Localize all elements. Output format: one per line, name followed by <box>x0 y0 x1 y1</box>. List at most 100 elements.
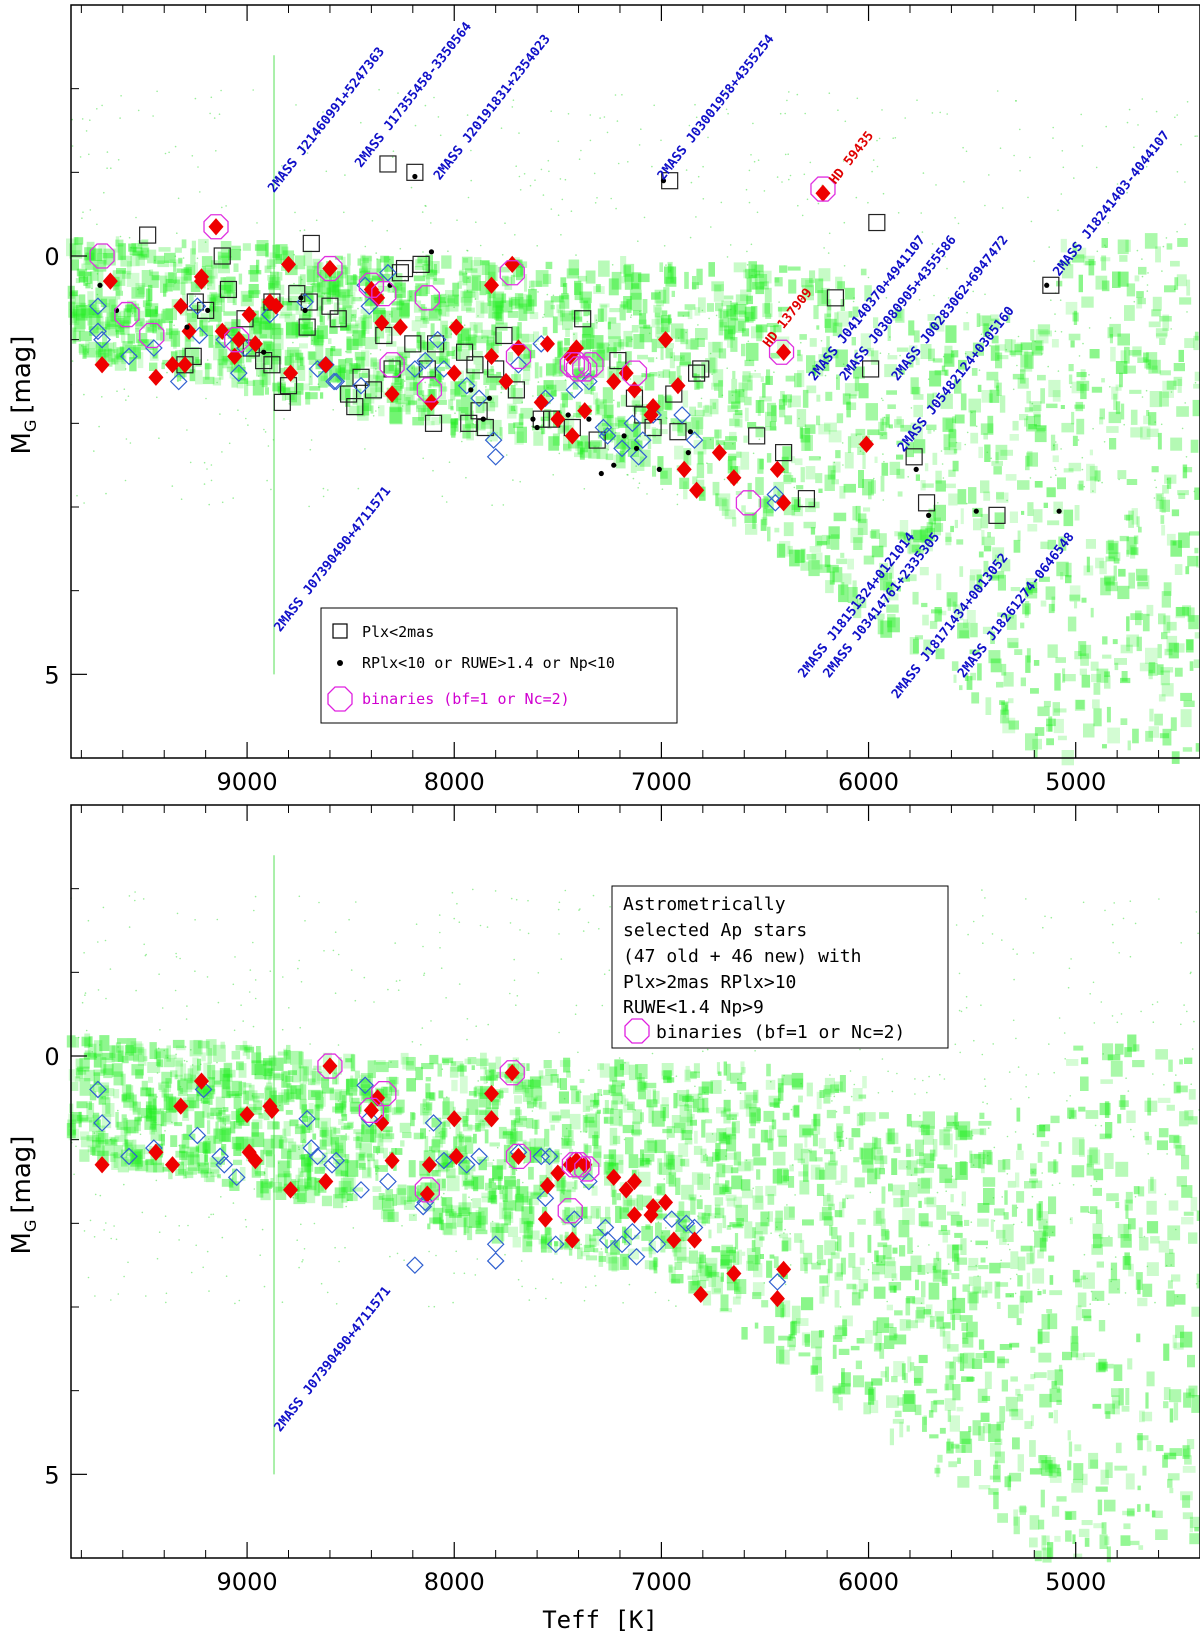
field-star-point <box>296 320 298 322</box>
field-star-patch <box>1196 555 1200 568</box>
field-star-patch <box>962 1333 968 1339</box>
field-star-patch <box>119 346 124 358</box>
field-star-patch <box>752 1227 756 1239</box>
field-star-patch <box>496 1159 507 1170</box>
field-star-patch <box>1173 1081 1181 1094</box>
field-star-point <box>1059 299 1062 302</box>
field-star-patch <box>1081 1520 1093 1526</box>
field-star-patch <box>219 1118 226 1129</box>
field-star-patch <box>282 1070 288 1088</box>
field-star-point <box>876 165 879 168</box>
field-star-patch <box>640 1080 648 1090</box>
field-star-patch <box>246 1103 257 1112</box>
field-star-patch <box>954 379 962 394</box>
field-star-patch <box>137 339 149 347</box>
field-star-patch <box>884 364 897 378</box>
field-star-patch <box>721 499 729 516</box>
field-star-patch <box>734 410 743 416</box>
field-star-patch <box>605 1160 610 1174</box>
field-star-patch <box>79 1131 90 1140</box>
field-star-patch <box>609 1127 618 1146</box>
field-star-patch <box>534 362 539 379</box>
new-ap-star-diamond <box>229 364 248 382</box>
field-star-patch <box>942 1232 948 1243</box>
field-star-patch <box>917 1264 926 1275</box>
field-star-patch <box>499 1193 508 1200</box>
field-star-point <box>648 332 651 335</box>
field-star-patch <box>952 1384 961 1401</box>
field-star-patch <box>973 1275 982 1294</box>
field-star-patch <box>840 582 845 596</box>
field-star-patch <box>194 356 199 363</box>
field-star-point <box>748 169 751 172</box>
plx-square-mark <box>905 448 923 466</box>
old-ap-star-diamond <box>645 397 661 416</box>
field-star-patch <box>718 348 727 359</box>
field-star-patch <box>575 310 579 325</box>
field-star-patch <box>827 304 832 311</box>
field-star-patch <box>488 1182 497 1200</box>
field-star-point <box>1048 246 1050 248</box>
field-star-patch <box>260 1149 265 1165</box>
field-star-patch <box>456 1111 467 1123</box>
field-star-point <box>1033 260 1035 263</box>
field-star-patch <box>1192 399 1200 417</box>
field-star-patch <box>815 535 823 547</box>
field-star-patch <box>604 1100 609 1114</box>
field-star-patch <box>896 416 902 425</box>
field-star-point <box>392 290 395 293</box>
field-star-patch <box>600 304 608 322</box>
field-star-patch <box>132 344 141 359</box>
field-star-patch <box>867 429 880 436</box>
field-star-patch <box>1040 541 1049 549</box>
field-star-patch <box>437 294 449 307</box>
field-star-patch <box>603 1161 614 1175</box>
field-star-patch <box>1053 501 1063 514</box>
field-star-patch <box>516 1072 524 1087</box>
field-star-patch <box>825 318 837 333</box>
field-star-patch <box>528 349 536 359</box>
field-star-patch <box>1047 539 1056 550</box>
field-star-patch <box>733 1196 742 1208</box>
field-star-patch <box>1053 708 1067 713</box>
field-star-point <box>71 118 73 121</box>
field-star-patch <box>93 1081 99 1092</box>
field-star-patch <box>1088 259 1095 276</box>
field-star-patch <box>832 1344 837 1359</box>
field-star-patch <box>1095 1486 1108 1492</box>
field-star-patch <box>320 392 324 399</box>
field-star-patch <box>927 393 934 408</box>
field-star-patch <box>359 1143 372 1158</box>
field-star-point <box>564 379 567 381</box>
field-star-patch <box>779 541 791 557</box>
field-star-patch <box>73 330 81 342</box>
field-star-patch <box>135 321 143 327</box>
field-star-patch <box>840 1257 846 1275</box>
field-star-patch <box>955 1444 966 1453</box>
field-star-patch <box>922 614 929 626</box>
field-star-patch <box>261 369 268 388</box>
field-star-patch <box>338 359 347 373</box>
field-star-patch <box>879 1112 889 1119</box>
field-star-point <box>377 406 380 409</box>
field-star-patch <box>1132 346 1142 358</box>
field-star-patch <box>301 1157 311 1173</box>
field-star-patch <box>1028 424 1037 430</box>
old-ap-star-diamond <box>776 494 792 512</box>
field-star-patch <box>1137 1485 1141 1491</box>
field-star-point <box>670 356 673 359</box>
field-star-patch <box>290 1085 297 1094</box>
field-star-patch <box>735 1286 742 1299</box>
field-star-patch <box>1100 577 1111 596</box>
field-star-patch <box>762 382 766 398</box>
field-star-patch <box>313 334 325 343</box>
field-star-patch <box>1156 333 1167 339</box>
field-star-patch <box>1020 1290 1033 1303</box>
field-star-patch <box>1119 535 1129 542</box>
field-star-patch <box>351 1097 360 1104</box>
field-star-patch <box>203 1062 211 1078</box>
field-star-patch <box>988 575 1000 581</box>
field-star-patch <box>1046 724 1053 732</box>
field-star-patch <box>175 1060 183 1077</box>
field-star-patch <box>824 555 831 568</box>
